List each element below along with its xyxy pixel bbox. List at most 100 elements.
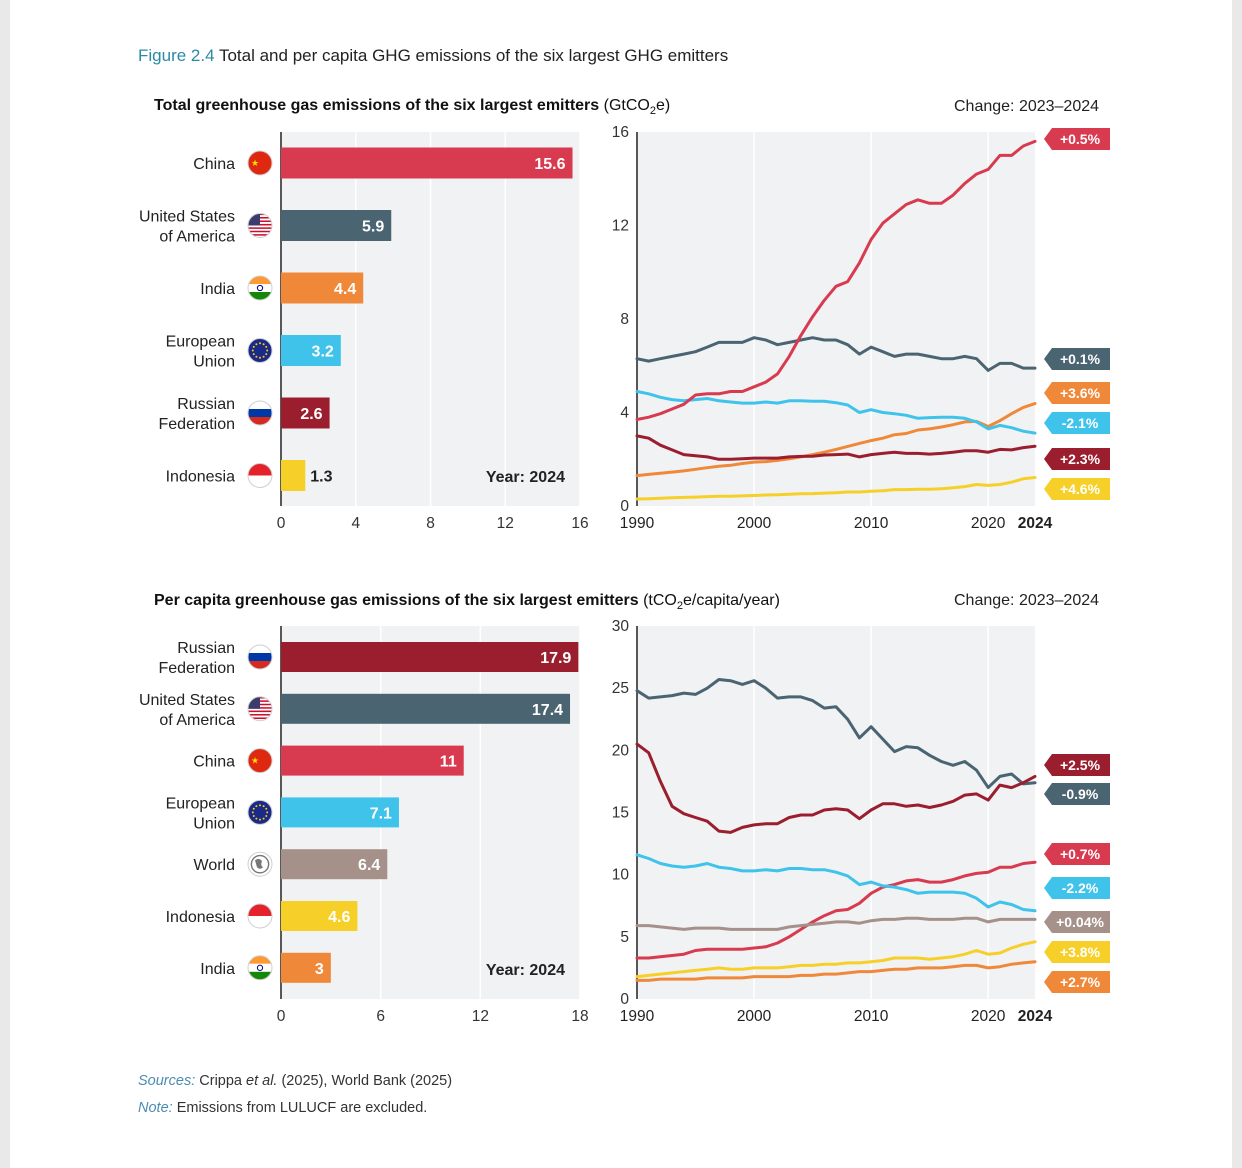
total-bar-data-label-russia: 2.6 <box>300 406 322 423</box>
total-bar-data-label-eu: 3.2 <box>312 344 334 361</box>
percapita-line-series-line-eu <box>635 853 1037 913</box>
percapita-bar-data-label-eu: 7.1 <box>370 805 392 822</box>
total-bar-category-label-russia: Russian <box>177 396 235 413</box>
indonesia-flag-icon <box>247 463 273 488</box>
total-line-series-line-russia <box>635 434 1037 461</box>
total-bar-category-label-russia: Federation <box>159 416 236 433</box>
total-bar-bar-eu <box>281 335 341 366</box>
total-line-ytick-label: 4 <box>620 405 629 422</box>
percapita-bar-category-label-usa: United States <box>139 692 235 709</box>
sources-line: Sources: Crippa et al. (2025), World Ban… <box>138 1073 452 1089</box>
percapita-line-change-badge-indonesia: +3.8% <box>1044 941 1110 963</box>
total-line-xtick-label: 1990 <box>620 515 655 532</box>
total-line-xtick-label: 2020 <box>971 515 1006 532</box>
sources-label: Sources: <box>138 1073 196 1089</box>
total-line-xtick-label: 2000 <box>737 515 772 532</box>
percapita-line-series-line-usa <box>635 678 1037 790</box>
percapita-bar-category-label-world: World <box>194 857 236 874</box>
total-bar-xtick-label: 8 <box>426 515 435 532</box>
percapita-panel-title: Per capita greenhouse gas emissions of t… <box>154 592 780 612</box>
percapita-change-header: Change: 2023–2024 <box>954 592 1100 609</box>
total-line-change-badge-india: +3.6% <box>1044 382 1110 404</box>
total-line-change-badge-usa-text: +0.1% <box>1060 351 1101 367</box>
total-bar-category-label-eu: European <box>166 334 235 351</box>
total-line-change-badge-china: +0.5% <box>1044 128 1110 150</box>
percapita-bar-bar-china <box>281 745 464 776</box>
total-line-change-badge-russia-text: +2.3% <box>1060 451 1101 467</box>
percapita-line-xtick-label: 2020 <box>971 1008 1006 1025</box>
total-line-change-badge-china-text: +0.5% <box>1060 131 1101 147</box>
total-bar-category-label-india: India <box>200 281 235 298</box>
total-line-ytick-label: 0 <box>620 498 629 515</box>
percapita-line-ytick-label: 20 <box>612 742 630 759</box>
total-bar-category-label-china: China <box>193 156 235 173</box>
percapita-bar-category-label-usa: of America <box>159 712 235 729</box>
percapita-bar-year-label: Year: 2024 <box>486 962 565 979</box>
percapita-bar-xtick-label: 6 <box>376 1008 385 1025</box>
percapita-unit-post: e/capita/year) <box>682 592 780 609</box>
total-panel-title-bold: Total greenhouse gas emissions of the si… <box>154 97 600 114</box>
total-bar-bar-russia <box>281 397 330 429</box>
percapita-line-plot-area <box>637 626 1035 999</box>
percapita-line-change-badge-russia-text: +2.5% <box>1060 757 1101 773</box>
percapita-line-change-badge-india: +2.7% <box>1044 971 1110 993</box>
total-bar-xtick-label: 4 <box>351 515 360 532</box>
percapita-unit-sub: 2 <box>676 600 683 613</box>
percapita-line-ytick-label: 30 <box>612 618 630 635</box>
percapita-unit-pre: (tCO <box>643 592 677 609</box>
total-bar-bar-india <box>281 272 364 304</box>
china-flag-icon-star: ★ <box>251 158 259 168</box>
percapita-bar-xtick-label: 0 <box>277 1008 286 1025</box>
total-panel-title: Total greenhouse gas emissions of the si… <box>154 97 670 117</box>
figure-title-text: Total and per capita GHG emissions of th… <box>218 46 729 65</box>
percapita-line-xtick-label: 2010 <box>854 1008 889 1025</box>
sources-text-a: Crippa <box>199 1073 247 1089</box>
total-bar-data-label-india: 4.4 <box>334 281 356 298</box>
eu-flag-icon <box>247 799 273 825</box>
total-bar-xtick-label: 0 <box>277 515 286 532</box>
china-flag-icon: ★ <box>247 748 273 774</box>
total-bar-category-label-indonesia: Indonesia <box>166 469 235 486</box>
note-line: Note: Emissions from LULUCF are excluded… <box>138 1100 427 1116</box>
note-text: Emissions from LULUCF are excluded. <box>176 1100 428 1116</box>
total-line-xtick-label: 2010 <box>854 515 889 532</box>
total-line-xtick-label: 2024 <box>1018 515 1053 532</box>
total-bar-bar-china <box>281 147 573 179</box>
total-line-ytick-label: 12 <box>612 218 629 235</box>
percapita-line-xtick-label: 2024 <box>1018 1008 1053 1025</box>
percapita-bar-bar-usa <box>281 693 571 724</box>
sources-text-italic: et al. <box>246 1073 278 1089</box>
percapita-line-change-badge-usa: -0.9% <box>1044 783 1110 805</box>
total-change-header: Change: 2023–2024 <box>954 98 1100 115</box>
figure-number: Figure 2.4 <box>138 46 215 65</box>
percapita-bar-category-label-eu: Union <box>193 815 235 832</box>
percapita-bar-data-label-usa: 17.4 <box>532 702 563 719</box>
total-unit-pre: (GtCO <box>603 97 650 114</box>
figure-title: Figure 2.4 Total and per capita GHG emis… <box>138 46 728 66</box>
total-line-change-badge-russia: +2.3% <box>1044 448 1110 470</box>
total-line-series-line-eu <box>635 390 1037 435</box>
percapita-line-series-line-china <box>635 860 1037 960</box>
total-line-plot-area <box>637 132 1035 506</box>
percapita-line-change-badge-usa-text: -0.9% <box>1062 786 1099 802</box>
total-bar-bar-indonesia <box>281 460 306 491</box>
percapita-panel-title-bold: Per capita greenhouse gas emissions of t… <box>154 592 639 609</box>
percapita-bar-category-label-eu: European <box>166 795 235 812</box>
percapita-bar-category-label-china: China <box>193 754 235 771</box>
china-flag-icon: ★ <box>247 150 273 176</box>
percapita-bar-category-label-indonesia: Indonesia <box>166 909 235 926</box>
percapita-bar-bar-russia <box>281 642 579 672</box>
total-line-series-line-india <box>635 402 1037 478</box>
note-label: Note: <box>138 1100 173 1116</box>
percapita-line-change-badge-world: +0.04% <box>1044 911 1110 933</box>
total-line-ytick-label: 8 <box>620 311 629 328</box>
total-line-change-badge-eu-text: -2.1% <box>1062 415 1099 431</box>
percapita-line-change-badge-eu-text: -2.2% <box>1062 880 1099 896</box>
percapita-line-change-badge-russia: +2.5% <box>1044 754 1110 776</box>
globe-icon <box>247 851 273 877</box>
percapita-line-ytick-label: 25 <box>612 680 629 697</box>
percapita-bar-data-label-china: 11 <box>440 754 457 771</box>
china-flag-icon-star: ★ <box>251 756 259 766</box>
percapita-bar-data-label-russia: 17.9 <box>540 650 571 667</box>
percapita-line-change-badge-indonesia-text: +3.8% <box>1060 944 1101 960</box>
